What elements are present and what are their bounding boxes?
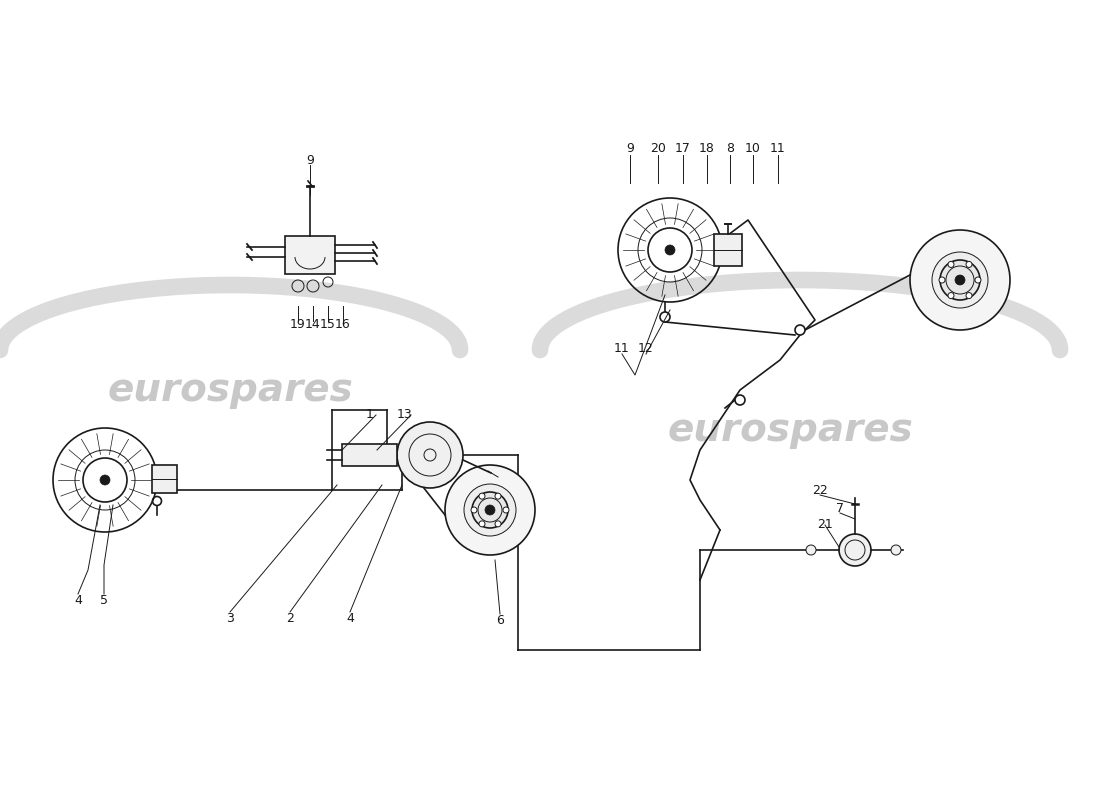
Text: 3: 3: [227, 611, 234, 625]
Text: 15: 15: [320, 318, 336, 330]
Circle shape: [891, 545, 901, 555]
Text: 11: 11: [770, 142, 785, 154]
Circle shape: [966, 293, 972, 298]
Circle shape: [471, 507, 477, 513]
Circle shape: [485, 505, 495, 515]
Text: 2: 2: [286, 611, 294, 625]
Text: 4: 4: [74, 594, 81, 606]
Text: eurospares: eurospares: [667, 411, 913, 449]
Text: 4: 4: [346, 611, 354, 625]
Circle shape: [464, 484, 516, 536]
Text: 5: 5: [100, 594, 108, 606]
Text: 14: 14: [305, 318, 321, 330]
Circle shape: [100, 475, 110, 485]
Circle shape: [939, 277, 945, 283]
Text: 10: 10: [745, 142, 761, 154]
Circle shape: [975, 277, 981, 283]
Circle shape: [478, 493, 485, 499]
Circle shape: [795, 325, 805, 335]
Bar: [152, 465, 177, 493]
Circle shape: [955, 275, 965, 285]
Circle shape: [446, 465, 535, 555]
Text: 8: 8: [726, 142, 734, 154]
Circle shape: [495, 493, 500, 499]
Text: 11: 11: [614, 342, 630, 354]
Circle shape: [948, 293, 954, 298]
Circle shape: [910, 230, 1010, 330]
Bar: [285, 236, 336, 274]
Bar: [714, 234, 742, 266]
Text: 19: 19: [290, 318, 306, 330]
Text: 20: 20: [650, 142, 666, 154]
Circle shape: [806, 545, 816, 555]
Bar: [342, 444, 397, 466]
Circle shape: [735, 395, 745, 405]
Text: 22: 22: [812, 483, 828, 497]
Circle shape: [932, 252, 988, 308]
Circle shape: [472, 492, 508, 528]
Text: 18: 18: [700, 142, 715, 154]
Circle shape: [495, 521, 500, 527]
Circle shape: [948, 262, 954, 267]
Text: 9: 9: [626, 142, 634, 154]
Text: 6: 6: [496, 614, 504, 626]
Text: 16: 16: [336, 318, 351, 330]
Circle shape: [397, 422, 463, 488]
Circle shape: [839, 534, 871, 566]
Text: 13: 13: [397, 409, 412, 422]
Circle shape: [940, 260, 980, 300]
Circle shape: [666, 245, 675, 255]
Text: 21: 21: [817, 518, 833, 531]
Text: 17: 17: [675, 142, 691, 154]
Circle shape: [478, 521, 485, 527]
Text: 1: 1: [366, 409, 374, 422]
Circle shape: [503, 507, 509, 513]
Circle shape: [660, 312, 670, 322]
Text: eurospares: eurospares: [107, 371, 353, 409]
Text: 12: 12: [638, 342, 653, 354]
Circle shape: [966, 262, 972, 267]
Text: 9: 9: [306, 154, 313, 166]
Text: 7: 7: [836, 502, 844, 514]
